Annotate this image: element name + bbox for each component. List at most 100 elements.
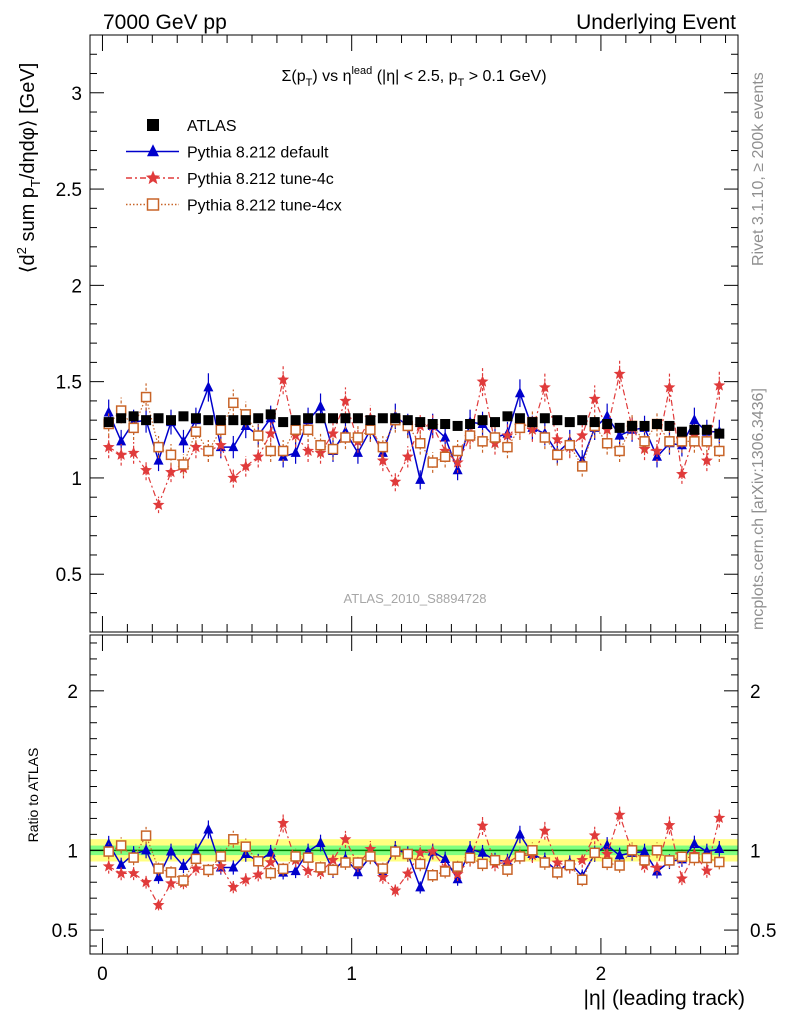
ratio-point <box>365 851 376 862</box>
ratio-point <box>426 845 439 857</box>
data-point <box>501 429 514 441</box>
data-point <box>527 417 538 428</box>
data-point <box>302 444 314 456</box>
ratio-point <box>652 865 662 876</box>
ratio-point <box>651 861 663 873</box>
title-close: ) vs η <box>312 68 351 85</box>
data-point <box>502 411 513 422</box>
y-tick-label: 1.5 <box>56 373 82 394</box>
ratio-point <box>477 858 488 870</box>
data-point <box>228 441 239 452</box>
ratio-point <box>477 846 488 857</box>
data-point <box>551 433 564 445</box>
data-point <box>253 413 264 424</box>
data-point <box>327 443 339 455</box>
ratio-point <box>165 867 177 878</box>
data-point <box>514 387 525 398</box>
ratio-point <box>103 846 114 857</box>
ratio-point <box>290 865 301 876</box>
data-point <box>227 471 240 483</box>
data-point <box>314 446 327 458</box>
y-tick-label: 2 <box>71 276 82 297</box>
legend-label: Pythia 8.212 tune-4cx <box>187 198 342 215</box>
legend-label: ATLAS <box>187 118 237 135</box>
data-point <box>576 429 589 441</box>
title-sub-t: T <box>306 77 313 89</box>
ratio-point <box>264 856 277 868</box>
data-point <box>153 441 164 453</box>
legend-label: Pythia 8.212 default <box>187 145 329 162</box>
ratio-point <box>327 864 339 876</box>
ratio-point <box>140 830 152 841</box>
ratio-point <box>178 875 189 886</box>
ratio-point <box>601 857 613 869</box>
ratio-point <box>215 851 227 862</box>
data-point <box>203 445 214 457</box>
data-point <box>128 422 139 434</box>
data-point <box>340 432 351 443</box>
ratio-point <box>127 867 140 879</box>
ratio-point <box>152 898 165 911</box>
ylabel-sub-t: T <box>28 179 43 187</box>
data-point <box>365 415 376 426</box>
data-point <box>539 413 550 424</box>
ratio-point <box>141 844 152 855</box>
data-point <box>664 420 675 431</box>
data-point <box>415 473 426 484</box>
data-point <box>165 449 177 461</box>
data-point <box>228 415 239 426</box>
ratio-point <box>239 873 252 885</box>
data-point <box>278 417 289 428</box>
data-point <box>277 373 290 385</box>
data-point <box>140 464 152 476</box>
data-point <box>627 420 638 431</box>
ratio-point <box>414 846 427 858</box>
data-point <box>639 436 650 447</box>
data-point <box>252 430 264 441</box>
x-tick-label: 1 <box>346 964 357 985</box>
ratio-point <box>552 867 563 878</box>
ratio-point <box>402 848 414 860</box>
data-point <box>377 413 388 424</box>
ratio-point <box>103 838 114 849</box>
data-point <box>178 459 189 470</box>
data-point <box>190 440 202 453</box>
ratio-point <box>614 860 625 871</box>
analysis-watermark: ATLAS_2010_S8894728 <box>344 591 487 606</box>
header-left-label: 7000 GeV pp <box>103 11 227 34</box>
main-panel-axes: 0.5 1 1.5 2 2.5 3 <box>56 35 738 632</box>
ratio-y-axis-label: Ratio to ATLAS <box>25 748 41 843</box>
data-point <box>714 445 725 457</box>
x-tick-label: 0 <box>97 964 108 985</box>
data-point <box>265 445 276 457</box>
data-point <box>302 424 314 436</box>
series-atlas <box>103 409 725 439</box>
data-point <box>452 464 463 475</box>
ratio-point <box>439 866 451 877</box>
ratio-point <box>689 837 700 848</box>
y-tick-label: 1 <box>71 469 82 490</box>
main-panel-frame <box>89 34 739 633</box>
ratio-point <box>352 857 364 868</box>
data-point <box>564 439 576 451</box>
ratio-point <box>514 851 526 862</box>
data-point <box>676 426 687 437</box>
data-point <box>614 429 625 440</box>
y-tick-label: 3 <box>71 84 82 105</box>
data-point <box>141 415 152 426</box>
ratio-point <box>115 840 127 851</box>
ratio-point <box>427 869 438 881</box>
data-point <box>700 454 713 466</box>
ratio-point <box>589 847 600 859</box>
x-tick-label: 2 <box>596 964 607 985</box>
data-point <box>577 415 588 426</box>
ratio-point <box>252 868 265 880</box>
ratio-point <box>390 846 401 857</box>
ratio-point <box>227 880 240 893</box>
ratio-point <box>714 843 725 854</box>
ratio-point <box>203 864 214 876</box>
ratio-point <box>440 853 451 864</box>
ratio-point <box>116 858 127 869</box>
ratio-point <box>277 816 290 829</box>
ratio-point <box>664 855 675 866</box>
